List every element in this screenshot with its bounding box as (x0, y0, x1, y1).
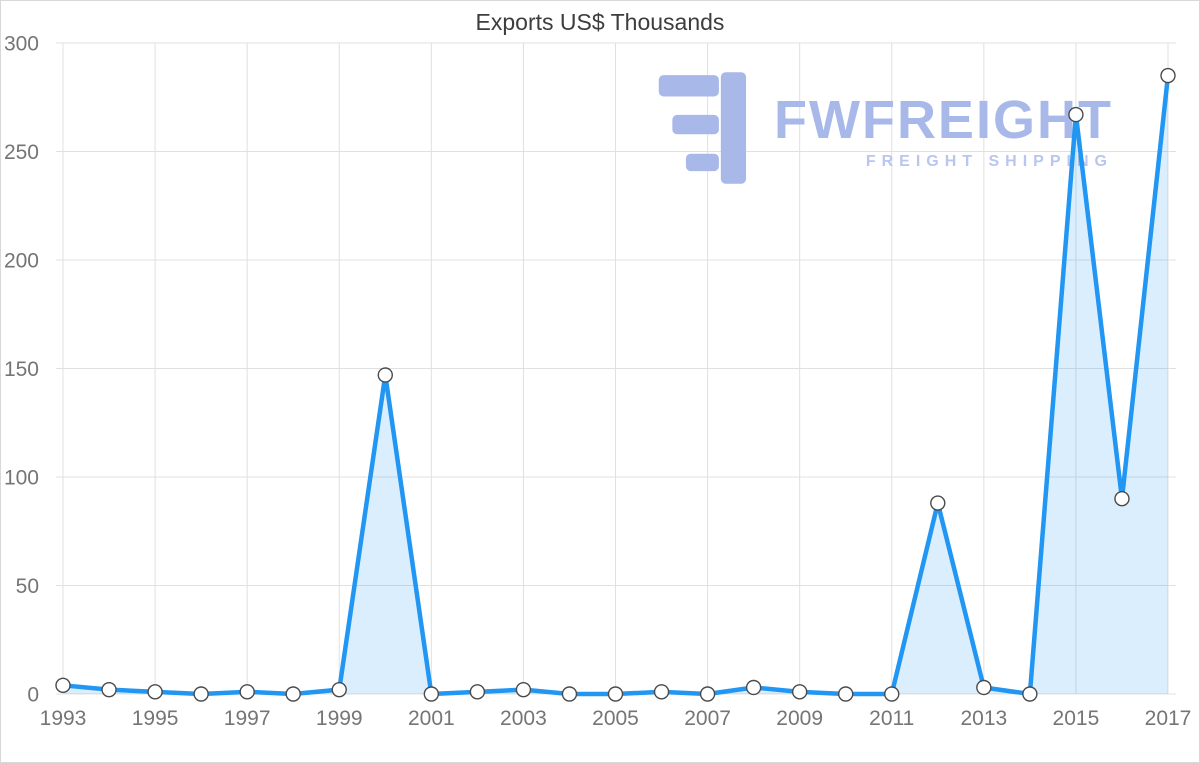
y-tick-label: 150 (4, 358, 39, 381)
watermark-text: FWFREIGHT FREIGHT SHIPPING (774, 93, 1113, 171)
x-tick-label: 2015 (1053, 707, 1100, 730)
data-point-2001[interactable] (423, 686, 440, 702)
x-tick-label: 1995 (132, 707, 179, 730)
data-point-2000[interactable] (377, 367, 393, 383)
y-tick-label: 300 (4, 33, 39, 56)
data-point-2003[interactable] (515, 681, 532, 698)
data-point-1999[interactable] (331, 681, 347, 698)
data-point-1998[interactable] (285, 686, 301, 702)
data-point-2017[interactable] (1160, 67, 1176, 84)
data-point-2007[interactable] (699, 686, 716, 702)
x-tick-label: 1999 (316, 707, 363, 730)
data-point-1995[interactable] (147, 684, 163, 700)
chart-title: Exports US$ Thousands (475, 9, 725, 35)
watermark-brand: FWFREIGHT (774, 90, 1113, 150)
x-tick-label: 1997 (224, 707, 271, 730)
data-point-1997[interactable] (239, 684, 255, 700)
x-tick-label: 2009 (776, 707, 823, 730)
data-point-2015[interactable] (1068, 106, 1084, 123)
data-point-2013[interactable] (976, 679, 992, 696)
fwfreight-logo-icon (658, 72, 747, 184)
data-point-2009[interactable] (791, 684, 808, 700)
y-tick-label: 250 (4, 141, 39, 164)
x-tick-label: 2011 (869, 707, 914, 730)
data-point-2014[interactable] (1022, 686, 1038, 702)
x-tick-label: 2013 (960, 707, 1007, 730)
data-point-2011[interactable] (884, 686, 900, 702)
watermark: FWFREIGHT FREIGHT SHIPPING (651, 71, 1113, 185)
x-tick-label: 2007 (684, 707, 731, 730)
x-tick-label: 2001 (408, 707, 455, 730)
data-point-2008[interactable] (745, 679, 762, 696)
data-point-2004[interactable] (561, 686, 578, 702)
data-point-2006[interactable] (653, 684, 670, 700)
data-point-2010[interactable] (838, 686, 854, 702)
series-area (63, 75, 1168, 695)
data-point-1994[interactable] (101, 681, 117, 698)
watermark-tagline: FREIGHT SHIPPING (865, 153, 1113, 170)
data-point-1996[interactable] (193, 686, 209, 702)
data-point-2005[interactable] (607, 686, 624, 702)
data-point-1993[interactable] (55, 677, 71, 694)
series-line (60, 73, 1171, 697)
data-point-2012[interactable] (930, 495, 946, 511)
data-point-2002[interactable] (469, 684, 486, 700)
x-tick-label: 2017 (1145, 707, 1192, 730)
x-tick-label: 2003 (500, 707, 547, 730)
y-tick-label: 50 (16, 575, 39, 598)
x-tick-label: 2005 (592, 707, 639, 730)
y-tick-label: 100 (4, 467, 39, 490)
data-point-2016[interactable] (1114, 491, 1130, 507)
y-tick-label: 0 (27, 684, 39, 707)
x-tick-label: 1993 (40, 707, 87, 730)
y-tick-label: 200 (4, 250, 39, 273)
